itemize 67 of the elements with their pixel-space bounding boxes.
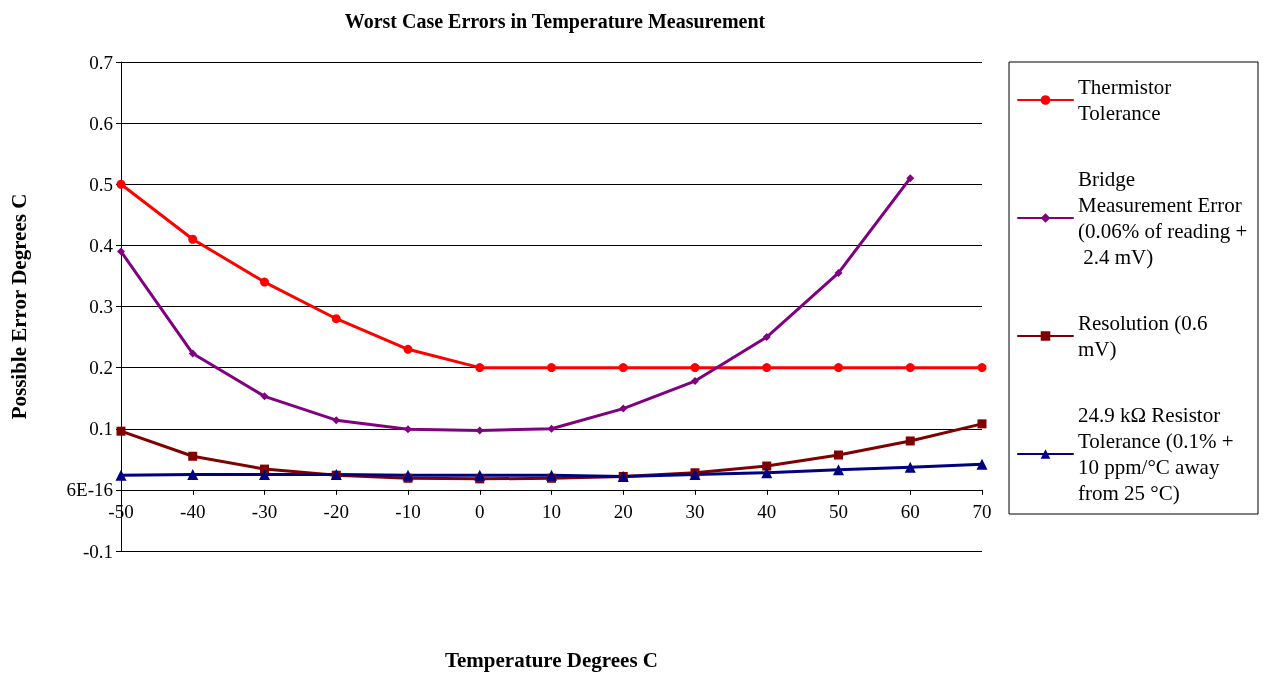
point (187, 469, 199, 481)
x-axis-title: Temperature Degrees C (444, 647, 659, 672)
legend-label: Bridge Measurement Error (0.06% of reading + 2.4 mV) (1078, 167, 1248, 269)
point (115, 469, 127, 481)
y-tick-label: 6E-16 (66, 479, 113, 501)
x-tick-label: 10 (542, 500, 561, 522)
point (474, 469, 486, 481)
point (402, 469, 414, 481)
point (332, 416, 341, 425)
y-axis-title: Possible Error Degrees C (6, 193, 31, 420)
point (546, 469, 557, 481)
point (762, 461, 772, 471)
point (619, 404, 628, 413)
point (762, 333, 771, 342)
legend-label: Thermistor Tolerance (1078, 75, 1177, 125)
legend-label: 24.9 kΩ Resistor Tolerance (0.1% + 10 ppm/°C away from 25 °C) (1078, 403, 1239, 505)
point (260, 392, 269, 401)
chart-title: Worst Case Errors in Temperature Measurement (344, 10, 766, 33)
y-tick-label: 0.3 (89, 296, 113, 317)
point (403, 344, 413, 354)
point (905, 363, 915, 373)
point (259, 469, 270, 481)
x-tick-label: 0 (475, 500, 485, 522)
point (761, 467, 773, 479)
point (977, 363, 987, 373)
x-tick-label: -20 (323, 500, 349, 522)
point (188, 451, 198, 461)
point (762, 363, 772, 373)
point (834, 450, 843, 460)
y-tick-label: 0.4 (89, 234, 114, 256)
point (116, 426, 126, 436)
point (188, 234, 198, 244)
x-tick-label: -10 (395, 500, 421, 522)
point (618, 363, 628, 373)
legend-label: Resolution (0.6 mV) (1078, 311, 1213, 361)
y-tick-label: -0.1 (82, 540, 113, 562)
point (547, 424, 556, 433)
x-tick-label: 30 (685, 500, 705, 522)
x-tick-label: -40 (180, 500, 206, 522)
y-tick-label: 0.7 (89, 51, 113, 73)
y-tick-label: 0.5 (89, 173, 113, 195)
point (834, 363, 843, 373)
y-tick-label: 0.6 (89, 112, 113, 134)
point (404, 425, 412, 434)
point (475, 363, 485, 373)
point (904, 461, 916, 473)
x-tick-label: -30 (251, 500, 278, 522)
point (116, 179, 126, 189)
x-tick-label: 40 (757, 500, 777, 522)
point (547, 363, 556, 373)
point (691, 377, 699, 386)
x-tick-label: 70 (972, 500, 992, 522)
x-tick-label: 20 (613, 500, 633, 522)
point (906, 174, 915, 183)
y-tick-label: 0.1 (89, 418, 113, 440)
point (690, 363, 700, 373)
point (188, 349, 197, 358)
point (905, 436, 915, 446)
point (834, 268, 843, 277)
point (976, 458, 988, 470)
point (331, 314, 341, 324)
point (833, 464, 844, 476)
point (977, 419, 987, 429)
y-tick-label: 0.2 (89, 357, 113, 379)
x-tick-label: 60 (900, 500, 920, 522)
x-tick-label: 50 (829, 500, 848, 522)
point (260, 277, 269, 287)
